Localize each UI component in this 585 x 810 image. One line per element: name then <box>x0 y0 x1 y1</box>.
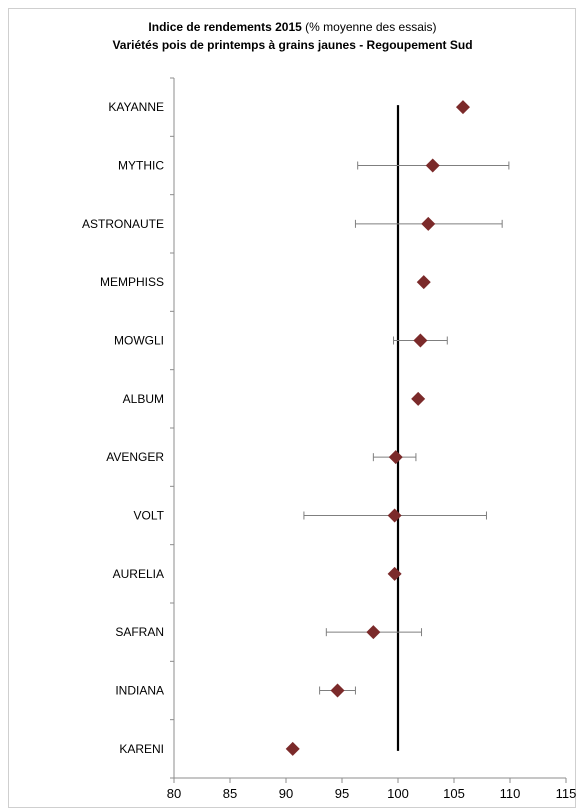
chart-frame <box>8 8 576 808</box>
data-point-marker <box>388 450 403 465</box>
chart-title-rest: (% moyenne des essais) <box>301 20 437 34</box>
x-tick-label: 115 <box>556 786 577 801</box>
data-point-marker <box>411 391 426 406</box>
data-point-marker <box>413 333 428 348</box>
data-point-marker <box>387 566 402 581</box>
x-tick-label: 90 <box>279 786 293 801</box>
data-point-marker <box>455 100 470 115</box>
category-label: AVENGER <box>106 450 164 464</box>
category-label: KAYANNE <box>108 100 164 114</box>
data-point-marker <box>285 741 300 756</box>
data-point-marker <box>366 625 381 640</box>
category-label: KARENI <box>119 742 164 756</box>
category-label: MEMPHISS <box>100 275 164 289</box>
category-label: SAFRAN <box>115 625 164 639</box>
data-point-marker <box>425 158 440 173</box>
category-label: VOLT <box>134 509 165 523</box>
chart-subtitle: Variétés pois de printemps à grains jaun… <box>112 38 473 52</box>
chart-title: Indice de rendements 2015 (% moyenne des… <box>0 20 585 34</box>
category-label: MYTHIC <box>118 159 164 173</box>
chart-title-bold: Indice de rendements 2015 <box>148 20 302 34</box>
x-tick-label: 85 <box>223 786 237 801</box>
x-tick-label: 100 <box>387 786 409 801</box>
category-label: ALBUM <box>123 392 164 406</box>
category-label: INDIANA <box>115 684 164 698</box>
category-label: MOWGLI <box>114 334 164 348</box>
x-tick-label: 105 <box>443 786 465 801</box>
data-point-marker <box>330 683 345 698</box>
category-label: AURELIA <box>113 567 164 581</box>
x-tick-label: 80 <box>167 786 181 801</box>
x-tick-label: 110 <box>500 786 521 801</box>
data-point-marker <box>416 275 431 290</box>
x-tick-label: 95 <box>335 786 349 801</box>
data-point-marker <box>387 508 402 523</box>
category-label: ASTRONAUTE <box>82 217 164 231</box>
data-point-marker <box>421 216 436 231</box>
